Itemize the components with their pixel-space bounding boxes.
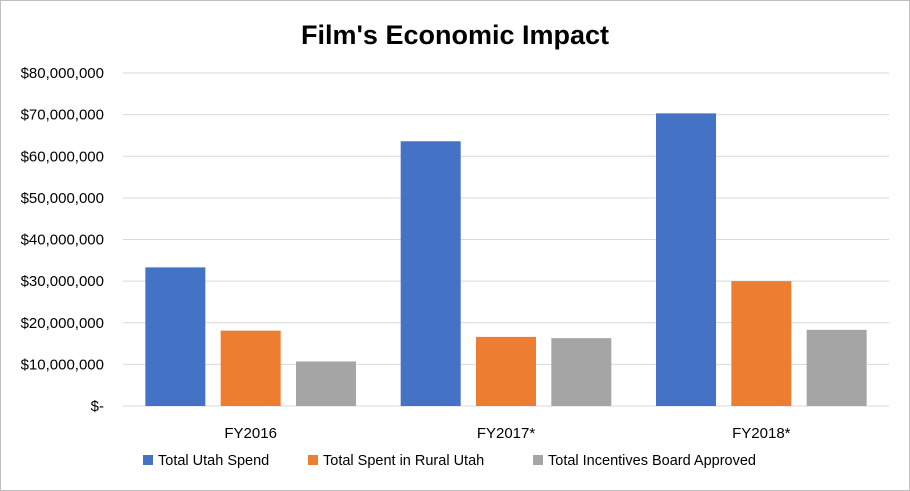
y-tick-label: $80,000,000 (21, 65, 104, 82)
bar-3-3 (806, 329, 867, 406)
chart-title: Film's Economic Impact (301, 20, 609, 50)
y-axis-tick-labels: $- $10,000,000 $20,000,000 $30,000,000 $40,0… (21, 65, 104, 415)
y-tick-label: $30,000,000 (21, 273, 104, 290)
x-category-label: FY2018* (732, 425, 791, 442)
legend-swatch (143, 455, 153, 465)
legend-label: Total Spent in Rural Utah (323, 453, 484, 469)
legend: Total Utah Spend Total Spent in Rural Uta… (143, 453, 756, 469)
x-category-label: FY2016 (224, 425, 277, 442)
bar-1-3 (656, 113, 717, 406)
legend-label: Total Utah Spend (158, 453, 269, 469)
legend-label: Total Incentives Board Approved (548, 453, 756, 469)
y-tick-label: $40,000,000 (21, 232, 104, 249)
y-tick-label: $10,000,000 (21, 356, 104, 373)
bar-2-2 (475, 336, 537, 406)
bar-2-3 (731, 281, 792, 406)
y-tick-label: $- (91, 398, 104, 415)
bars (145, 113, 867, 406)
x-category-label: FY2017* (477, 425, 536, 442)
bar-3-1 (295, 361, 356, 406)
bar-1-2 (400, 141, 461, 406)
y-tick-label: $50,000,000 (21, 190, 104, 207)
y-tick-label: $20,000,000 (21, 315, 104, 332)
y-tick-label: $60,000,000 (21, 148, 104, 165)
bar-1-1 (145, 267, 206, 406)
y-tick-label: $70,000,000 (21, 107, 104, 124)
x-axis-category-labels: FY2016 FY2017* FY2018* (224, 425, 790, 442)
bar-3-2 (551, 338, 612, 406)
legend-swatch (308, 455, 318, 465)
bar-2-1 (220, 330, 281, 406)
legend-swatch (533, 455, 543, 465)
